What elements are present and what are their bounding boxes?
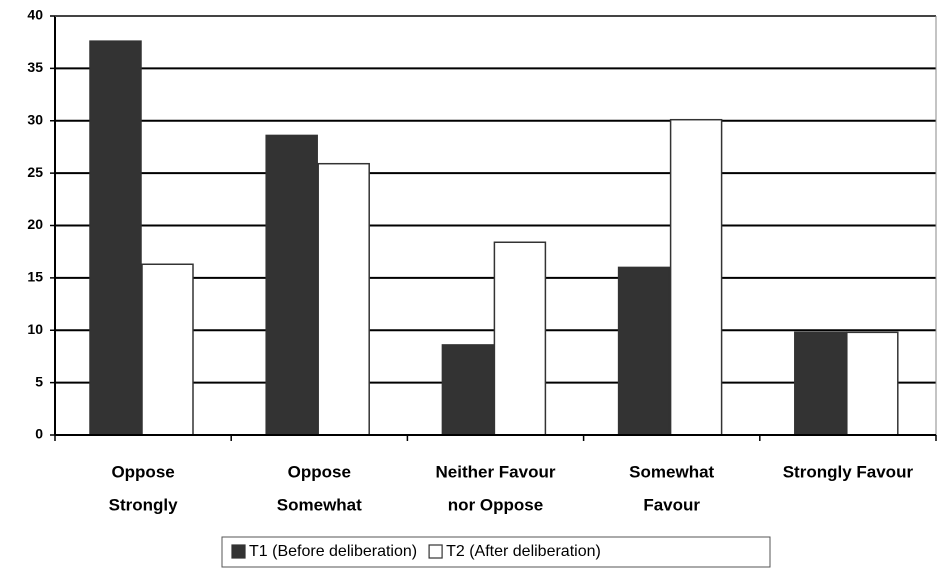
bar: [493, 241, 547, 436]
legend-swatch: [428, 544, 443, 559]
y-tick-label: 15: [27, 269, 43, 285]
y-tick-label: 5: [35, 373, 43, 389]
x-tick-label: Oppose: [111, 462, 174, 481]
x-tick-label: Somewhat: [629, 462, 714, 481]
bar: [317, 162, 370, 436]
bar: [617, 266, 671, 436]
legend-box: [221, 536, 771, 568]
x-tick-label: Strongly: [109, 495, 178, 514]
x-tick-label: Oppose: [288, 462, 351, 481]
bar: [794, 331, 847, 436]
bar: [669, 118, 723, 436]
x-tick-label: Neither Favour: [436, 462, 556, 481]
y-tick-label: 10: [27, 321, 43, 337]
legend-swatch: [231, 544, 246, 559]
x-tick-label: Somewhat: [277, 495, 362, 514]
y-tick-label: 40: [27, 7, 43, 23]
y-tick-label: 0: [35, 426, 43, 442]
bar: [441, 344, 495, 436]
bar: [265, 134, 318, 436]
bar: [89, 40, 142, 436]
bar: [846, 331, 899, 436]
y-tick-label: 30: [27, 111, 43, 127]
y-tick-label: 25: [27, 164, 43, 180]
x-tick-label: Strongly Favour: [783, 462, 914, 481]
x-tick-label: Favour: [643, 495, 700, 514]
y-tick-label: 20: [27, 216, 43, 232]
y-tick-label: 35: [27, 59, 43, 75]
bar: [141, 263, 194, 436]
legend-label: T2 (After deliberation): [446, 543, 601, 560]
x-tick-label: nor Oppose: [448, 495, 543, 514]
legend-label: T1 (Before deliberation): [249, 543, 417, 560]
